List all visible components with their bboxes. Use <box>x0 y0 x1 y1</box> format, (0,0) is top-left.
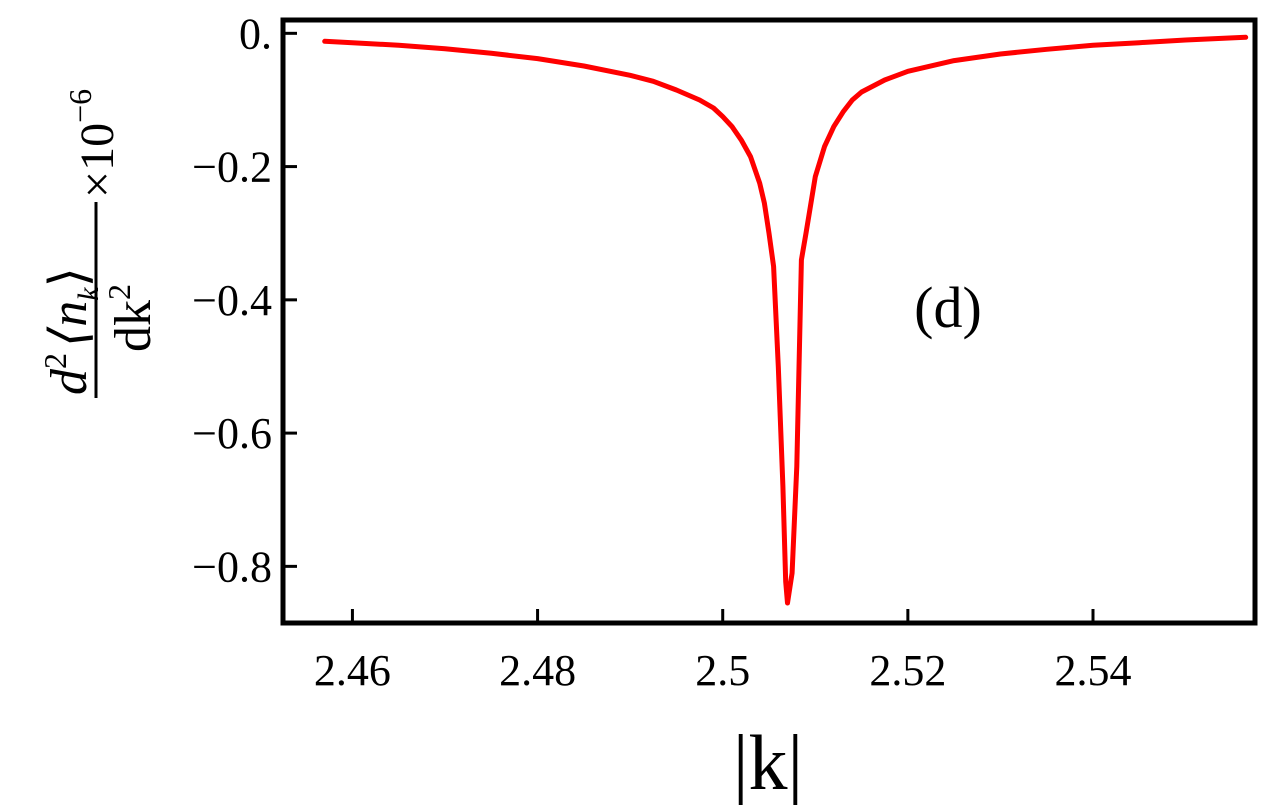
x-axis-label: |k| <box>733 719 803 805</box>
plot-frame <box>280 17 1258 626</box>
x-tick-label: 2.52 <box>869 646 946 695</box>
x-tick-label: 2.48 <box>499 646 576 695</box>
x-tick-label: 2.46 <box>314 646 391 695</box>
y-tick-label: 0. <box>239 9 272 58</box>
series-line <box>322 34 1249 606</box>
x-tick-label: 2.5 <box>695 646 750 695</box>
y-axis-label: d2⟨nk⟩ dk2 ×10−6 <box>37 89 162 398</box>
y-label-multiplier: ×10−6 <box>62 89 124 198</box>
y-tick-label: −0.8 <box>192 542 272 591</box>
y-label-denominator: dk2 <box>101 284 162 352</box>
panel-label: (d) <box>914 275 982 340</box>
y-label-numerator: d2⟨nk⟩ <box>37 267 105 395</box>
tick-labels: 2.46 2.48 2.5 2.52 2.54 0. −0.2 −0.4 −0.6 −0.8 <box>192 9 1131 695</box>
y-tick-label: −0.4 <box>192 276 272 325</box>
y-tick-label: −0.2 <box>192 143 272 192</box>
x-tick-label: 2.54 <box>1055 646 1132 695</box>
y-tick-label: −0.6 <box>192 409 272 458</box>
